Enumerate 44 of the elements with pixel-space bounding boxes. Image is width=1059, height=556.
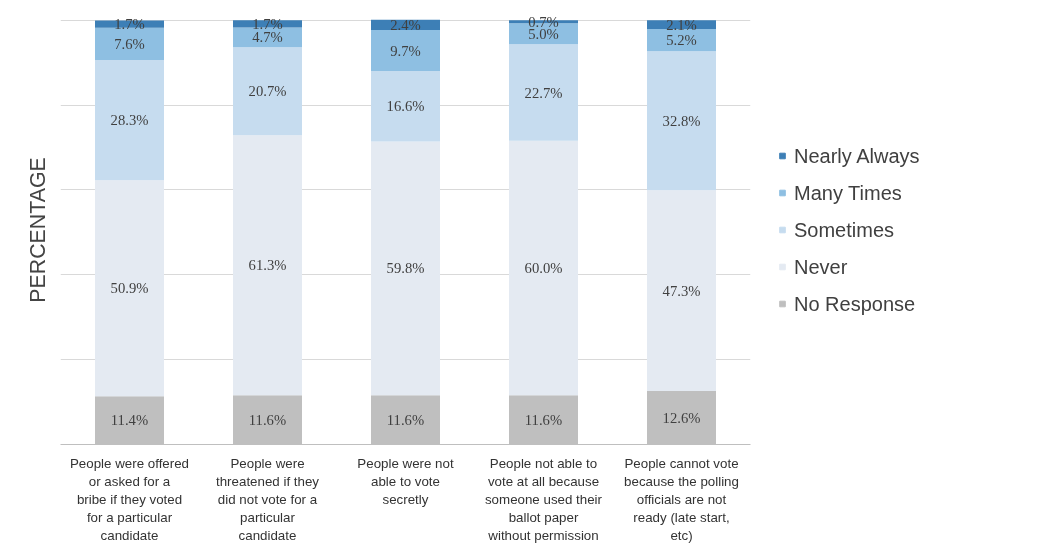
bar xyxy=(647,51,716,191)
bar xyxy=(371,141,440,396)
data-label: 2.1% xyxy=(666,16,697,33)
bar xyxy=(509,140,578,396)
data-label: 47.3% xyxy=(662,282,701,299)
data-label: 32.8% xyxy=(662,112,701,129)
bar xyxy=(371,71,440,142)
data-label: 4.7% xyxy=(252,29,283,46)
legend-label: Never xyxy=(794,255,848,278)
bar xyxy=(95,60,164,181)
data-label: 12.6% xyxy=(662,409,701,426)
bar xyxy=(233,47,302,136)
bar xyxy=(371,29,440,72)
bar xyxy=(509,44,578,141)
data-label: 60.0% xyxy=(524,259,563,276)
data-label: 22.7% xyxy=(524,84,563,101)
x-tick-label: People not able to vote at all because someone used their ballot paper without permission xyxy=(484,455,603,543)
legend-label: Sometimes xyxy=(794,218,895,241)
data-label: 9.7% xyxy=(390,42,421,59)
legend-label: Nearly Always xyxy=(794,144,920,167)
data-label: 7.6% xyxy=(114,35,145,52)
bar xyxy=(95,180,164,397)
x-tick-label: People were threatened if they did not vote for a particular candidate xyxy=(216,455,320,543)
data-label: 59.8% xyxy=(386,260,425,277)
data-label: 20.7% xyxy=(248,83,287,100)
data-label: 11.6% xyxy=(524,411,563,428)
data-label: 11.4% xyxy=(110,412,149,429)
data-label: 28.3% xyxy=(110,112,149,129)
data-label: 2.4% xyxy=(390,16,421,33)
x-tick-label: People were not able to vote secretly xyxy=(357,455,454,507)
data-label: 16.6% xyxy=(386,98,425,115)
y-axis-title: PERCENTAGE xyxy=(25,157,50,303)
legend-label: Many Times xyxy=(794,181,902,204)
data-label: 61.3% xyxy=(248,257,287,274)
data-label: 11.6% xyxy=(386,411,425,428)
data-label: 5.2% xyxy=(666,32,697,49)
bar xyxy=(95,27,164,61)
data-label: 50.9% xyxy=(110,280,149,297)
bar xyxy=(233,135,302,396)
legend-label: No Response xyxy=(794,292,916,315)
x-tick-label: People cannot vote because the polling officials are not ready (late start, etc) xyxy=(624,455,739,543)
bar xyxy=(647,190,716,392)
x-tick-label: People were offered or asked for a bribe if they voted for a particular candidate xyxy=(69,455,190,543)
data-label: 11.6% xyxy=(248,411,287,428)
